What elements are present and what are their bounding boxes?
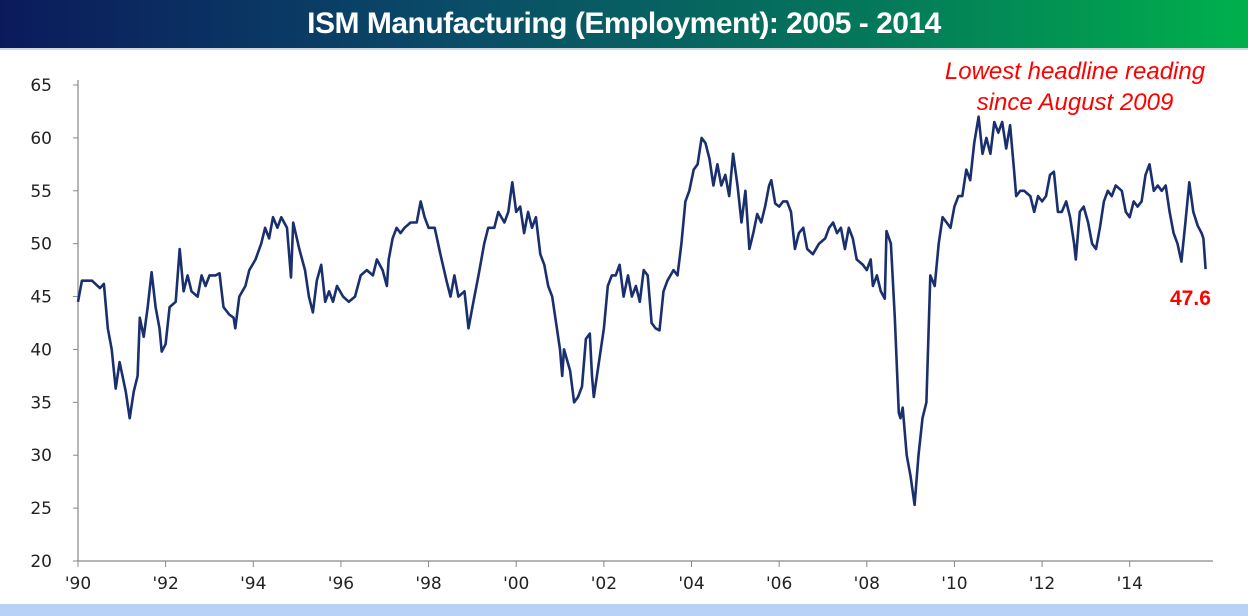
- x-tick-label: '98: [415, 574, 441, 594]
- y-tick-label: 20: [30, 552, 52, 572]
- x-tick-label: '10: [941, 574, 967, 594]
- annotation-line-1: Lowest headline reading: [944, 58, 1206, 85]
- y-tick-label: 60: [30, 129, 52, 149]
- y-tick-label: 50: [30, 235, 52, 255]
- x-tick-label: '14: [1117, 574, 1143, 594]
- x-tick-label: '06: [766, 574, 792, 594]
- x-tick-label: '94: [240, 574, 266, 594]
- x-tick-label: '96: [328, 574, 354, 594]
- annotation-note: Lowest headline reading since August 200…: [900, 56, 1248, 118]
- bottom-strip: [0, 604, 1248, 616]
- y-tick-label: 40: [30, 340, 52, 360]
- chart-title: ISM Manufacturing (Employment): 2005 - 2…: [307, 7, 941, 40]
- annotation-line-2: since August 2009: [976, 89, 1174, 116]
- y-tick-label: 45: [30, 288, 52, 308]
- x-tick-label: '08: [854, 574, 880, 594]
- y-tick-label: 65: [30, 76, 52, 96]
- x-tick-label: '04: [678, 574, 704, 594]
- x-tick-label: '92: [152, 574, 178, 594]
- last-value-label: 47.6: [1170, 287, 1211, 310]
- title-separator: [0, 48, 1248, 50]
- series-line: [76, 115, 1207, 507]
- x-tick-label: '90: [65, 574, 91, 594]
- y-tick-label: 35: [30, 393, 52, 413]
- y-tick-label: 25: [30, 499, 52, 519]
- x-tick-label: '02: [591, 574, 617, 594]
- x-tick-label: '00: [503, 574, 529, 594]
- chart-title-bar: ISM Manufacturing (Employment): 2005 - 2…: [0, 0, 1248, 48]
- y-tick-label: 30: [30, 446, 52, 466]
- x-tick-label: '12: [1029, 574, 1055, 594]
- y-tick-label: 55: [30, 182, 52, 202]
